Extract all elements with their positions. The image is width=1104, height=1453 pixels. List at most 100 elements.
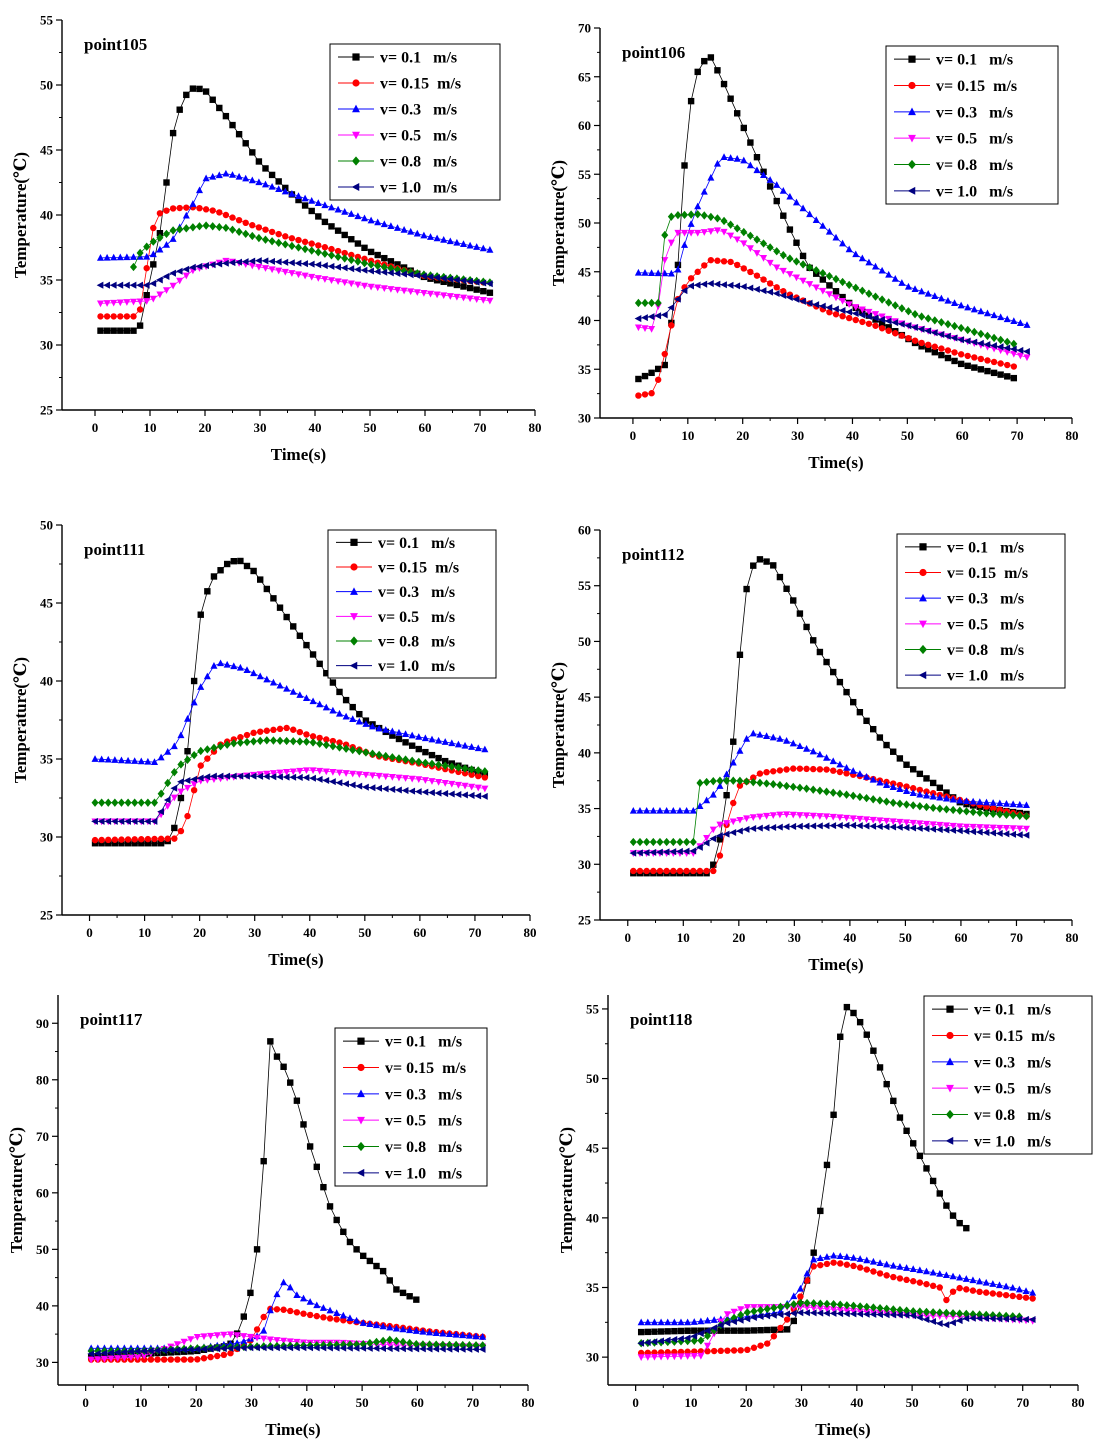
panel-title: point111 [84, 540, 145, 559]
data-point [977, 355, 985, 363]
legend-marker [919, 620, 927, 629]
data-point [936, 1190, 943, 1197]
data-point [96, 254, 105, 261]
data-point [366, 1320, 374, 1328]
legend-marker [919, 543, 927, 551]
data-point [1010, 339, 1018, 349]
data-point [170, 784, 178, 792]
data-point [956, 1219, 963, 1227]
data-point [171, 824, 178, 832]
data-point [909, 819, 917, 827]
data-point [268, 237, 276, 246]
data-point [904, 307, 912, 316]
data-point [435, 736, 443, 744]
data-point [962, 797, 971, 805]
x-tick-label: 40 [309, 420, 322, 435]
data-point [878, 295, 886, 304]
y-tick-label: 40 [586, 1210, 599, 1225]
data-point [936, 784, 944, 791]
data-point [104, 755, 112, 763]
data-point [242, 174, 250, 182]
data-point [770, 1303, 778, 1313]
data-point [406, 271, 414, 279]
data-point [240, 1337, 248, 1345]
data-point [922, 1267, 931, 1275]
data-point [882, 1311, 890, 1319]
data-point [896, 755, 904, 762]
data-point [806, 281, 814, 288]
data-point [261, 257, 269, 265]
data-point [253, 1246, 261, 1253]
data-point [412, 1345, 420, 1353]
data-point [957, 301, 965, 309]
x-tick-label: 0 [632, 1395, 639, 1410]
data-point [143, 264, 150, 272]
data-point [269, 770, 277, 777]
data-point [186, 1346, 194, 1354]
data-point [1016, 811, 1024, 820]
data-point [210, 573, 218, 580]
data-point [929, 1268, 937, 1276]
data-point [321, 244, 329, 251]
data-point [723, 820, 731, 827]
x-tick-label: 40 [846, 428, 859, 443]
data-point [247, 1289, 254, 1297]
data-point [453, 238, 461, 246]
data-point [885, 270, 893, 278]
data-point [393, 269, 401, 278]
data-point [379, 1322, 387, 1330]
legend-label: v= 0.8 m/s [947, 642, 1024, 659]
data-point [342, 696, 350, 704]
data-point [783, 1301, 791, 1310]
data-point [428, 735, 436, 743]
data-point [859, 318, 866, 326]
legend-label: v= 0.5 m/s [974, 1081, 1051, 1098]
panel-title: point105 [84, 35, 147, 54]
data-point [733, 155, 741, 162]
data-point [836, 1300, 844, 1309]
data-point [704, 1342, 712, 1350]
y-tick-label: 30 [578, 411, 591, 426]
data-point [943, 1296, 950, 1304]
data-point [649, 806, 657, 814]
series-line [633, 768, 1027, 872]
data-point [849, 1308, 858, 1315]
data-point [435, 754, 442, 762]
data-point [942, 826, 950, 834]
legend-label: v= 0.3 m/s [936, 104, 1013, 121]
data-point [408, 731, 416, 739]
data-point [713, 227, 721, 235]
data-point [1015, 1315, 1023, 1323]
data-point [362, 748, 370, 757]
data-point [766, 176, 774, 183]
legend-label: v= 0.8 m/s [380, 154, 457, 171]
data-point [268, 228, 276, 236]
data-point [942, 1321, 950, 1329]
legend-marker [357, 1116, 365, 1125]
data-point [694, 268, 701, 276]
data-point [942, 822, 951, 830]
data-point [693, 281, 701, 289]
data-point [116, 281, 124, 289]
data-point [812, 216, 820, 223]
data-point [157, 753, 165, 761]
data-point [97, 313, 104, 320]
data-point [929, 792, 937, 800]
data-point [825, 304, 833, 312]
data-point [176, 277, 184, 285]
data-point [637, 1339, 645, 1347]
data-point [876, 817, 884, 825]
data-point [355, 771, 363, 778]
data-point [413, 1296, 420, 1303]
data-point [169, 129, 177, 137]
data-point [1009, 1292, 1016, 1300]
data-point [299, 1341, 308, 1350]
data-point [776, 823, 783, 831]
data-point [156, 276, 163, 284]
data-point [969, 823, 977, 831]
y-tick-label: 25 [578, 913, 592, 928]
legend-marker [919, 644, 927, 655]
data-point [858, 254, 866, 262]
data-point [878, 316, 885, 324]
data-point [182, 265, 190, 273]
